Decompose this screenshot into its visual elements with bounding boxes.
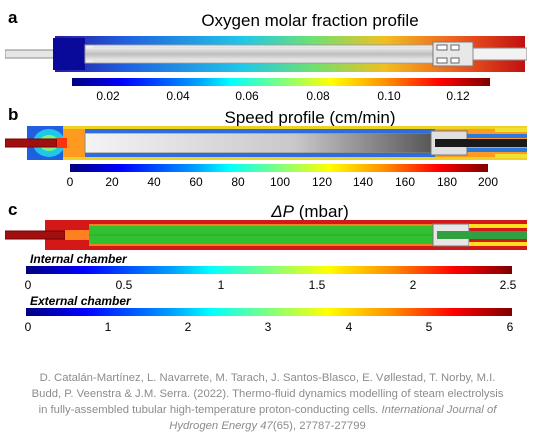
panel-b-tick: 0 (66, 175, 74, 189)
external-chamber-tick: 5 (425, 320, 433, 334)
citation: D. Catalán-Martínez, L. Navarrete, M. Ta… (0, 370, 535, 434)
external-chamber-tick: 2 (184, 320, 192, 334)
internal-chamber-tick: 1.5 (308, 278, 326, 292)
internal-chamber-tick: 1 (217, 278, 225, 292)
panel-c-title: ΔP (mbar) (100, 202, 520, 222)
panel-c-title-symbol: ΔP (271, 202, 294, 221)
panel-a-tick: 0.02 (96, 89, 120, 103)
citation-line-1: D. Catalán-Martínez, L. Navarrete, M. Ta… (39, 372, 496, 384)
panel-b-tick: 60 (189, 175, 203, 189)
panel-a-tick: 0.10 (377, 89, 401, 103)
panel-b-colorbar-ticks: 0 20 40 60 80 100 120 140 160 180 200 (0, 175, 535, 189)
panel-a-tick: 0.04 (166, 89, 190, 103)
external-chamber-colorbar (26, 308, 512, 316)
external-chamber-tick: 0 (24, 320, 32, 334)
panel-b-colorbar (70, 164, 488, 172)
internal-chamber-tick: 2 (409, 278, 417, 292)
panel-b-tick: 160 (394, 175, 416, 189)
citation-journal-part-2: Hydrogen Energy 47 (169, 420, 273, 432)
citation-line-4-text: (65), 27787-27799 (272, 420, 366, 432)
external-chamber-tick: 4 (345, 320, 353, 334)
external-chamber-ticks: 0 1 2 3 4 5 6 (0, 320, 535, 334)
panel-b-simulation-image (5, 126, 527, 160)
panel-a-title: Oxygen molar fraction profile (201, 11, 419, 30)
external-chamber-label: External chamber (30, 294, 131, 308)
panel-b-tick: 120 (311, 175, 333, 189)
panel-a-tick: 0.08 (306, 89, 330, 103)
panel-a-tick: 0.12 (446, 89, 470, 103)
panel-a-simulation-image (5, 36, 527, 72)
citation-journal-part-1: International Journal of (381, 404, 497, 416)
external-chamber-tick: 6 (506, 320, 514, 334)
panel-a-letter: a (8, 8, 18, 27)
panel-b-tick: 140 (352, 175, 374, 189)
internal-chamber-tick: 0.5 (115, 278, 133, 292)
panel-b-title: Speed profile (cm/min) (224, 108, 396, 127)
internal-chamber-label: Internal chamber (30, 252, 127, 266)
citation-line-3-text: in fully-assembled tubular high-temperat… (38, 404, 382, 416)
panel-b-tick: 40 (147, 175, 161, 189)
internal-chamber-tick: 0 (24, 278, 32, 292)
panel-a-colorbar-ticks: 0.02 0.04 0.06 0.08 0.10 0.12 (0, 89, 535, 103)
citation-line-2: Budd, P. Veenstra & J.M. Serra. (2022). … (31, 388, 504, 400)
panel-b-tick: 180 (436, 175, 458, 189)
panel-b-letter: b (8, 105, 19, 124)
citation-line-3: in fully-assembled tubular high-temperat… (0, 402, 535, 418)
internal-chamber-colorbar (26, 266, 512, 274)
panel-b-tick: 100 (269, 175, 291, 189)
panel-a-colorbar (72, 78, 490, 86)
panel-b-tick: 200 (477, 175, 499, 189)
panel-c-letter: c (8, 200, 18, 219)
citation-line-4: Hydrogen Energy 47(65), 27787-27799 (0, 418, 535, 434)
external-chamber-tick: 1 (104, 320, 112, 334)
internal-chamber-ticks: 0 0.5 1 1.5 2 2.5 (0, 278, 535, 292)
panel-c-title-unit: (mbar) (293, 202, 349, 221)
panel-a-tick: 0.06 (235, 89, 259, 103)
internal-chamber-tick: 2.5 (499, 278, 517, 292)
panel-b-tick: 20 (105, 175, 119, 189)
external-chamber-tick: 3 (264, 320, 272, 334)
panel-c-simulation-image (5, 220, 527, 250)
panel-b-tick: 80 (231, 175, 245, 189)
